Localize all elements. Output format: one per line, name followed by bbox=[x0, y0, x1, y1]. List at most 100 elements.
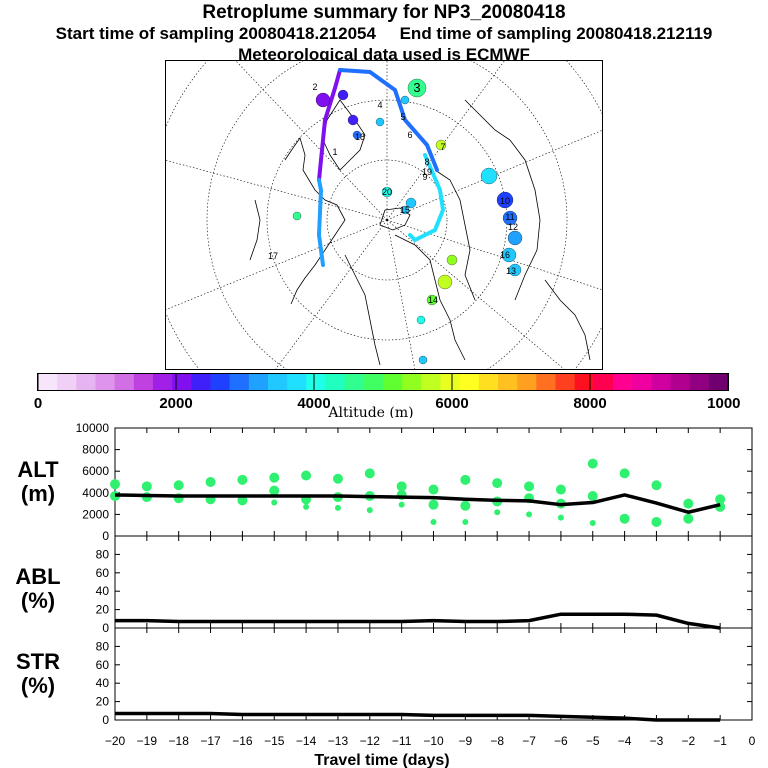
map-label: 13 bbox=[506, 266, 516, 276]
abl-series-line bbox=[115, 612, 721, 630]
cluster-point bbox=[651, 480, 662, 491]
map-label: 2 bbox=[312, 82, 317, 92]
cluster-point bbox=[396, 481, 407, 492]
colorbar-cell bbox=[363, 374, 384, 390]
colorbar-cell bbox=[536, 374, 556, 390]
sampling-times: Start time of sampling 20080418.212054 E… bbox=[0, 24, 768, 44]
map-label: 8 bbox=[424, 157, 429, 167]
cluster-point bbox=[492, 478, 503, 489]
cluster-point bbox=[619, 468, 630, 479]
cluster-point bbox=[587, 491, 598, 502]
y-tick-label: 0 bbox=[102, 621, 109, 635]
map-labels: 1 2 3 4 5 6 7 8 9 10 11 12 13 14 15 16 1… bbox=[268, 80, 518, 305]
y-tick-label: 6000 bbox=[82, 464, 109, 478]
str-series-line bbox=[115, 711, 721, 722]
cluster-point bbox=[141, 481, 152, 492]
cluster-point bbox=[460, 500, 471, 511]
colorbar-label: Altitude (m) bbox=[327, 405, 413, 418]
colorbar-cell bbox=[153, 374, 173, 390]
colorbar-tick-label: 8000 bbox=[573, 395, 606, 412]
map-label: 4 bbox=[377, 100, 382, 110]
colorbar-cell bbox=[593, 374, 614, 390]
cluster-point bbox=[269, 485, 280, 496]
x-tick-label: −6 bbox=[554, 734, 568, 748]
cluster-point bbox=[301, 470, 312, 481]
plume-clusters bbox=[292, 78, 523, 365]
map-label: 10 bbox=[500, 196, 510, 206]
cluster-point bbox=[269, 472, 280, 483]
map-label: 11 bbox=[505, 212, 514, 222]
x-tick-label: −11 bbox=[392, 734, 412, 748]
cluster-point bbox=[398, 501, 405, 508]
cluster-point bbox=[173, 480, 184, 491]
map-label: 9 bbox=[422, 172, 427, 182]
cluster-point bbox=[619, 513, 630, 524]
colorbar-cell bbox=[57, 374, 77, 390]
cluster-point bbox=[557, 514, 564, 521]
met-data-text: Meteorological data used is ECMWF bbox=[238, 45, 530, 64]
cluster-point bbox=[524, 481, 535, 492]
colorbar-cell bbox=[478, 374, 499, 390]
y-tick-label: 0 bbox=[102, 713, 109, 727]
cluster-point bbox=[462, 518, 469, 525]
cluster-point bbox=[428, 484, 439, 495]
colorbar-cell bbox=[498, 374, 518, 390]
x-tick-label: −2 bbox=[681, 734, 695, 748]
str-axis-label: STR (%) bbox=[16, 649, 60, 698]
x-tick-label: −9 bbox=[459, 734, 473, 748]
cluster-point bbox=[526, 511, 533, 518]
colorbar-cell bbox=[708, 374, 729, 390]
x-tick-label: −17 bbox=[200, 734, 221, 748]
colorbar-cell bbox=[229, 374, 250, 390]
colorbar-cell bbox=[210, 374, 231, 390]
colorbar-cell bbox=[421, 374, 441, 390]
x-tick-label: −12 bbox=[360, 734, 381, 748]
map-label: 6 bbox=[407, 130, 412, 140]
x-tick-label: 0 bbox=[749, 734, 756, 748]
cluster-point bbox=[494, 509, 501, 516]
colorbar-cell bbox=[172, 374, 192, 390]
x-tick-label: −3 bbox=[650, 734, 664, 748]
y-tick-label: 10000 bbox=[76, 421, 110, 435]
map-label: 12 bbox=[508, 222, 518, 232]
x-tick-label: −7 bbox=[522, 734, 536, 748]
cluster-point bbox=[683, 498, 694, 509]
y-tick-label: 80 bbox=[96, 547, 110, 561]
colorbar-cell bbox=[344, 374, 365, 390]
map-label: 19 bbox=[422, 167, 432, 177]
cluster-point bbox=[460, 474, 471, 485]
colorbar-tick-label: 2000 bbox=[159, 395, 192, 412]
map-label: 1 bbox=[332, 147, 337, 157]
map-label: 3 bbox=[413, 80, 420, 95]
y-tick-label: 80 bbox=[96, 639, 110, 653]
polar-map: 1 2 3 4 5 6 7 8 9 10 11 12 13 14 15 16 1… bbox=[165, 60, 603, 370]
alt-axis-label: ALT (m) bbox=[17, 457, 59, 506]
y-tick-label: 40 bbox=[96, 584, 110, 598]
cluster-point bbox=[237, 474, 248, 485]
y-tick-label: 20 bbox=[96, 603, 110, 617]
cluster-point bbox=[110, 479, 120, 490]
end-time-text: End time of sampling 20080418.212119 bbox=[399, 24, 713, 43]
cluster-point bbox=[205, 477, 216, 487]
colorbar-cell bbox=[440, 374, 461, 390]
abl-axis-label: ABL (%) bbox=[15, 564, 61, 613]
colorbar-cell bbox=[574, 374, 595, 390]
colorbar-cell bbox=[114, 374, 135, 390]
colorbar-cell bbox=[95, 374, 116, 390]
altitude-colorbar: 0 2000 4000 6000 8000 10000 Altitude (m) bbox=[34, 373, 740, 418]
cluster-point bbox=[587, 458, 598, 469]
y-tick-label: 8000 bbox=[82, 443, 109, 457]
colorbar-cell bbox=[383, 374, 403, 390]
cluster-point bbox=[334, 504, 341, 511]
cluster-point bbox=[237, 495, 248, 506]
colorbar-cell bbox=[268, 374, 288, 390]
colorbar-cell bbox=[306, 374, 326, 390]
y-tick-label: 60 bbox=[96, 566, 110, 580]
alt-series-line bbox=[114, 493, 721, 514]
colorbar-cell bbox=[402, 374, 422, 390]
map-label: 15 bbox=[400, 205, 410, 215]
x-tick-label: −5 bbox=[586, 734, 600, 748]
x-tick-label: −1 bbox=[713, 734, 727, 748]
colorbar-cell bbox=[459, 374, 480, 390]
colorbar-cell bbox=[632, 374, 652, 390]
